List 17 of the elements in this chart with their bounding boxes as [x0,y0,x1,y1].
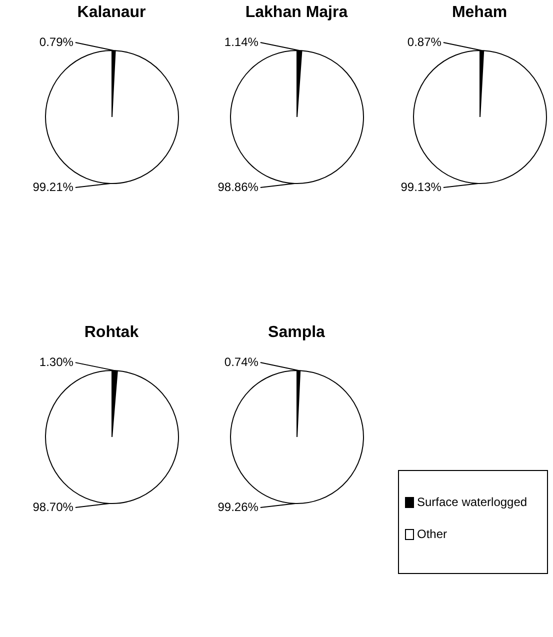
data-label: 1.30% [39,354,74,369]
data-label: 0.87% [407,34,442,49]
chart-title: Sampla [267,324,326,342]
data-label: 99.21% [32,180,74,194]
data-label: 99.26% [218,500,259,514]
legend-label: Other [417,527,448,541]
chart-title: Meham [450,4,508,22]
chart-title: Rohtak [83,324,140,342]
data-label: 99.13% [400,180,442,194]
data-label: 0.79% [39,34,74,49]
legend-label: Surface waterlogged [417,495,528,509]
chart-title: Lakhan Majra [244,4,349,22]
data-label: 0.74% [224,354,259,369]
data-label: 98.86% [218,180,259,194]
data-label: 1.14% [224,34,259,49]
data-label: 98.70% [32,500,74,514]
chart-title: Kalanaur [76,4,147,22]
